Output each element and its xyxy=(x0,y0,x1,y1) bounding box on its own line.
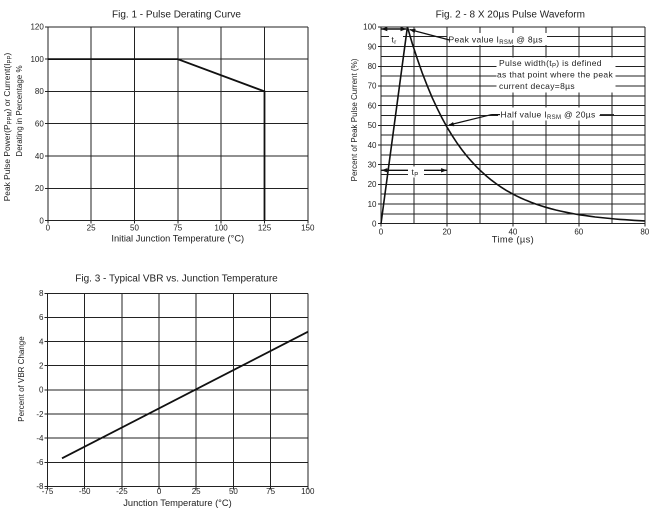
svg-text:80: 80 xyxy=(640,228,649,237)
svg-text:0: 0 xyxy=(372,220,377,229)
svg-text:6: 6 xyxy=(39,313,44,322)
svg-text:40: 40 xyxy=(508,228,517,237)
svg-text:-2: -2 xyxy=(36,410,44,419)
svg-text:8: 8 xyxy=(39,289,44,298)
svg-text:150: 150 xyxy=(301,223,315,232)
svg-text:30: 30 xyxy=(368,161,377,170)
svg-text:tr: tr xyxy=(392,35,397,47)
svg-text:50: 50 xyxy=(130,223,139,232)
svg-text:75: 75 xyxy=(173,223,182,232)
svg-text:Pulse width(tP) is defined: Pulse width(tP) is defined xyxy=(499,58,602,70)
svg-text:0: 0 xyxy=(39,217,44,226)
svg-text:50: 50 xyxy=(368,121,377,130)
svg-text:40: 40 xyxy=(35,152,44,161)
svg-text:-25: -25 xyxy=(116,487,128,496)
svg-text:20: 20 xyxy=(35,184,44,193)
svg-text:Percent of VBR Change: Percent of VBR Change xyxy=(17,336,26,422)
svg-text:-4: -4 xyxy=(36,434,44,443)
svg-text:as that point where the peak: as that point where the peak xyxy=(497,70,613,80)
svg-text:0: 0 xyxy=(379,228,384,237)
svg-text:Initial Junction Temperature (: Initial Junction Temperature (°C) xyxy=(111,234,244,244)
svg-text:60: 60 xyxy=(368,101,377,110)
svg-text:-75: -75 xyxy=(42,487,54,496)
svg-text:Fig. 2 - 8 X 20µs Pulse Wavefo: Fig. 2 - 8 X 20µs Pulse Waveform xyxy=(436,10,585,21)
svg-text:tP: tP xyxy=(412,167,419,179)
svg-text:100: 100 xyxy=(30,55,44,64)
svg-text:0: 0 xyxy=(157,487,162,496)
svg-text:60: 60 xyxy=(35,120,44,129)
svg-text:Derating in Percentage %: Derating in Percentage % xyxy=(15,65,24,156)
svg-text:Half value IRSM @ 20µs: Half value IRSM @ 20µs xyxy=(501,109,596,121)
svg-text:100: 100 xyxy=(301,487,315,496)
svg-text:25: 25 xyxy=(87,223,96,232)
svg-text:2: 2 xyxy=(39,362,44,371)
svg-text:125: 125 xyxy=(258,223,272,232)
svg-text:-8: -8 xyxy=(36,482,44,491)
svg-text:80: 80 xyxy=(35,87,44,96)
svg-text:25: 25 xyxy=(192,487,201,496)
svg-text:120: 120 xyxy=(30,23,44,32)
svg-text:20: 20 xyxy=(368,180,377,189)
svg-text:40: 40 xyxy=(368,141,377,150)
svg-text:10: 10 xyxy=(368,200,377,209)
svg-text:Percent of Peak Pulse Current: Percent of Peak Pulse Current (%) xyxy=(350,58,359,181)
svg-text:-50: -50 xyxy=(79,487,91,496)
svg-text:Peak value IRSM @ 8µs: Peak value IRSM @ 8µs xyxy=(449,35,543,47)
svg-text:4: 4 xyxy=(39,337,44,346)
svg-text:0: 0 xyxy=(39,386,44,395)
svg-text:20: 20 xyxy=(442,228,451,237)
svg-text:100: 100 xyxy=(214,223,228,232)
svg-text:-6: -6 xyxy=(36,458,44,467)
svg-text:90: 90 xyxy=(368,42,377,51)
svg-text:70: 70 xyxy=(368,82,377,91)
svg-text:75: 75 xyxy=(266,487,275,496)
svg-text:60: 60 xyxy=(574,228,583,237)
svg-text:100: 100 xyxy=(363,23,377,32)
svg-text:80: 80 xyxy=(368,62,377,71)
svg-text:0: 0 xyxy=(46,223,51,232)
svg-text:Junction Temperature (°C): Junction Temperature (°C) xyxy=(123,498,231,508)
svg-text:Time (µs): Time (µs) xyxy=(492,235,534,245)
svg-text:current decay=8µs: current decay=8µs xyxy=(499,81,575,91)
svg-text:Fig. 1 - Pulse Derating Curve: Fig. 1 - Pulse Derating Curve xyxy=(112,10,241,21)
svg-text:50: 50 xyxy=(229,487,238,496)
svg-text:Fig. 3 - Typical VBR vs. Junct: Fig. 3 - Typical VBR vs. Junction Temper… xyxy=(75,274,278,285)
svg-text:Peak Pulse Power(PPPM) or Curr: Peak Pulse Power(PPPM) or Current(IPP) xyxy=(2,53,14,202)
